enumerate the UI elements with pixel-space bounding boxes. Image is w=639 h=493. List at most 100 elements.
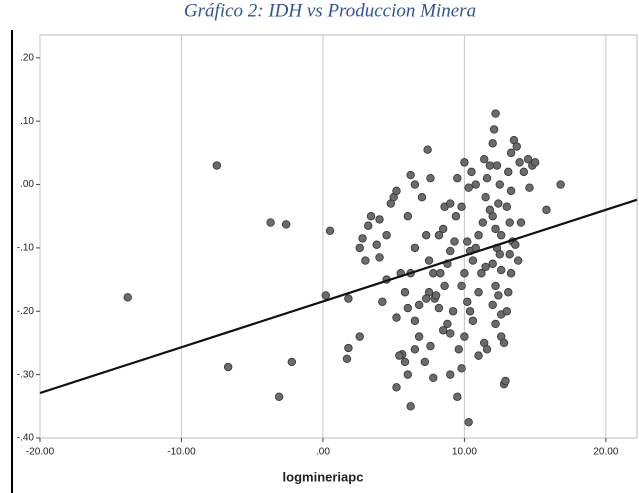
scatter-point (474, 288, 483, 297)
scatter-point (496, 231, 506, 240)
scatter-point (281, 220, 291, 229)
scatter-point (496, 265, 506, 275)
scatter-point (523, 154, 533, 164)
scatter-point (478, 218, 487, 227)
scatter-point (212, 161, 222, 170)
plot-frame (39, 34, 638, 439)
scatter-point (123, 293, 132, 302)
scatter-point (410, 180, 420, 189)
scatter-point (403, 370, 413, 379)
scatter-point (463, 297, 472, 306)
scatter-point (492, 161, 502, 170)
scatter-point (446, 199, 455, 208)
scatter-point (434, 303, 444, 313)
scatter-point (406, 170, 415, 180)
scatter-point (488, 259, 497, 268)
scatter-point (448, 307, 458, 316)
scatter-point (358, 234, 367, 243)
scatter-point (400, 288, 410, 297)
scatter-point (375, 253, 384, 262)
scatter-point (451, 212, 461, 221)
scatter-point (426, 341, 435, 351)
scatter-point (434, 231, 444, 240)
scatter-point (453, 174, 462, 183)
y-tick-label: -.30 (17, 369, 35, 380)
scatter-point (342, 354, 352, 363)
scatter-point (423, 145, 432, 154)
scatter-point (485, 161, 495, 170)
scatter-point (504, 288, 513, 297)
scatter-point (403, 212, 413, 221)
scatter-point (422, 294, 431, 303)
scatter-point (525, 183, 534, 192)
scatter-point (460, 332, 469, 341)
scatter-point (471, 180, 480, 189)
scatter-point (429, 373, 438, 383)
scatter-point (453, 392, 462, 402)
scatter-point (438, 326, 448, 335)
scatter-point (491, 281, 500, 291)
scatter-point (378, 297, 387, 306)
scatter-point (511, 240, 520, 249)
scatter-point (460, 269, 469, 278)
scatter-point (454, 345, 463, 354)
scatter-point (468, 256, 478, 265)
scatter-point (519, 167, 529, 177)
scatter-point (495, 180, 504, 189)
scatter-point (457, 202, 466, 211)
chart-title: Gráfico 2: IDH vs Produccion Minera (184, 0, 476, 21)
scatter-point (474, 351, 483, 360)
scatter-point (488, 139, 497, 148)
scatter-point (506, 269, 516, 278)
scatter-point (375, 215, 384, 224)
x-axis-label: logmineriapc (283, 469, 364, 484)
scatter-point (477, 269, 486, 278)
scatter-point (481, 193, 490, 202)
scatter-point (502, 202, 512, 211)
scatter-point (515, 158, 524, 167)
scatter-point (424, 256, 434, 265)
scatter-point (494, 291, 503, 300)
scatter-point (502, 307, 512, 316)
scatter-point (457, 364, 466, 373)
scatter-point (506, 148, 516, 158)
scatter-point (223, 362, 233, 372)
scatter-point (556, 180, 565, 189)
scatter-point (488, 300, 497, 310)
scatter-point (364, 221, 373, 230)
scatter-point (274, 392, 284, 402)
scatter-point (392, 383, 401, 392)
scatter-point (429, 269, 438, 278)
scatter-point (504, 167, 513, 177)
scatter-point (406, 402, 415, 411)
scatter-point (505, 250, 514, 259)
scatter-point (366, 212, 376, 221)
scatter-point (422, 231, 431, 240)
x-tick-label: -20.00 (26, 447, 55, 458)
scatter-point (436, 269, 445, 278)
scatter-point (465, 307, 475, 316)
scatter-point (481, 262, 490, 272)
scatter-point (417, 193, 427, 202)
scatter-point (482, 174, 492, 183)
scatter-point (480, 154, 489, 164)
scatter-point (506, 186, 516, 196)
scatter-point (513, 256, 523, 265)
scatter-point (446, 329, 455, 338)
scatter-point (446, 246, 455, 256)
scatter-point (501, 376, 510, 386)
scatter-point (512, 142, 521, 151)
scatter-point (410, 345, 420, 354)
scatter-point (410, 316, 420, 325)
scatter-point (355, 243, 364, 253)
y-tick-label: .10 (20, 116, 34, 127)
scatter-point (474, 231, 483, 240)
scatter-point (530, 158, 540, 167)
x-tick-label: 20.00 (593, 447, 618, 458)
scatter-point (491, 319, 500, 329)
scatter-point (516, 218, 526, 227)
scatter-point (464, 183, 473, 192)
y-tick-label: -.20 (17, 306, 35, 317)
scatter-point (431, 291, 441, 300)
